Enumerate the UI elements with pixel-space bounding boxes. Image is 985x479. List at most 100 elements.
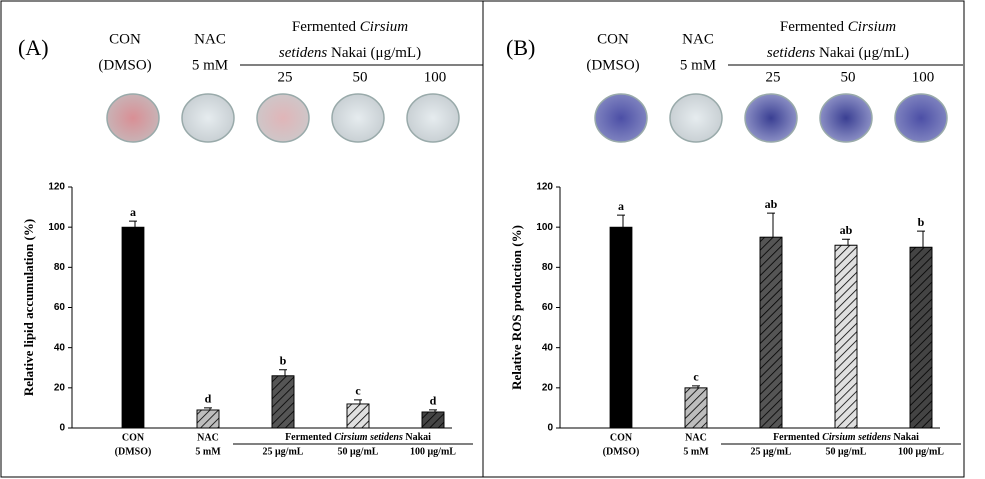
x-tick-label: (DMSO) (115, 446, 152, 457)
error-bar (129, 220, 137, 228)
header-group-part: setidens (279, 45, 327, 61)
bar-hatch (271, 375, 295, 429)
error-bar (767, 212, 775, 238)
y-tick-label: 120 (536, 182, 553, 193)
bar-hatch (196, 409, 220, 429)
header-label: (DMSO) (586, 57, 639, 73)
header-group-part: Fermented (292, 19, 360, 35)
header-group-part: Nakai (μg/mL) (815, 45, 909, 61)
significance-letter: d (430, 394, 437, 408)
y-tick-label: 100 (536, 222, 553, 233)
significance-letter: a (618, 199, 624, 213)
y-tick-label: 40 (542, 342, 554, 353)
header-group-part: setidens (767, 45, 815, 61)
y-tick-label: 60 (54, 302, 66, 313)
significance-letter: b (280, 354, 287, 368)
well-image (894, 93, 948, 143)
header-group-part: Nakai (μg/mL) (327, 45, 421, 61)
well-image (256, 93, 310, 143)
bar-hatch (684, 387, 708, 429)
x-tick-label: (DMSO) (603, 446, 640, 457)
header-label: 5 mM (680, 57, 716, 73)
y-tick-label: 0 (59, 423, 65, 434)
bar-hatch (834, 244, 858, 429)
bar (121, 226, 145, 429)
well-image (669, 93, 723, 143)
group-label: Fermented Cirsium setidens Nakai (773, 432, 919, 443)
well-image (744, 93, 798, 143)
group-label-part: Fermented (773, 432, 822, 443)
significance-letter: ab (840, 223, 853, 237)
y-axis-label: Relative ROS production (%) (509, 225, 524, 390)
header-dose: 100 (424, 69, 447, 85)
bar-hatch (346, 403, 370, 429)
x-tick-label: 5 mM (195, 446, 221, 457)
error-bar (917, 230, 925, 248)
header-group: setidens Nakai (μg/mL) (767, 45, 909, 61)
error-bar (617, 214, 625, 228)
well-image (594, 93, 648, 143)
error-bar (279, 369, 287, 376)
x-tick-label: 25 μg/mL (751, 446, 792, 457)
significance-letter: d (205, 392, 212, 406)
x-tick-label: 100 μg/mL (410, 446, 456, 457)
y-tick-label: 40 (54, 342, 66, 353)
well-image (181, 93, 235, 143)
significance-letter: c (355, 384, 361, 398)
error-bar (204, 407, 212, 410)
header-group-part: Cirsium (360, 19, 409, 35)
y-tick-label: 80 (54, 262, 66, 273)
error-bar (429, 409, 437, 412)
x-tick-label: 50 μg/mL (338, 446, 379, 457)
y-axis-label: Relative lipid accumulation (%) (21, 219, 36, 396)
group-label: Fermented Cirsium setidens Nakai (285, 432, 431, 443)
header-label: (DMSO) (98, 57, 151, 73)
header-dose: 100 (912, 69, 935, 85)
header-dose: 50 (841, 69, 856, 85)
header-label: CON (597, 31, 629, 47)
group-label-part: Cirsium setidens (334, 432, 403, 443)
bar-hatch (909, 246, 933, 429)
y-tick-label: 100 (48, 222, 65, 233)
group-label-part: Fermented (285, 432, 334, 443)
x-tick-label: NAC (685, 432, 707, 443)
header-label: NAC (682, 31, 714, 47)
header-group: Fermented Cirsium (292, 19, 408, 35)
header-dose: 50 (353, 69, 368, 85)
error-bar (354, 399, 362, 404)
y-tick-label: 80 (542, 262, 554, 273)
significance-letter: a (130, 205, 136, 219)
bar-hatch (421, 411, 445, 429)
x-tick-label: CON (610, 432, 633, 443)
group-label-part: Nakai (891, 432, 919, 443)
header-label: 5 mM (192, 57, 228, 73)
significance-letter: b (918, 215, 925, 229)
y-tick-label: 120 (48, 182, 65, 193)
well-image (331, 93, 385, 143)
y-tick-label: 20 (542, 382, 554, 393)
header-dose: 25 (278, 69, 293, 85)
error-bar (842, 238, 850, 246)
well-image (106, 93, 160, 143)
y-tick-label: 0 (547, 423, 553, 434)
x-tick-label: 25 μg/mL (263, 446, 304, 457)
significance-letter: ab (765, 197, 778, 211)
x-tick-label: NAC (197, 432, 219, 443)
header-label: CON (109, 31, 141, 47)
error-bar (692, 385, 700, 388)
significance-letter: c (693, 370, 699, 384)
x-tick-label: 50 μg/mL (826, 446, 867, 457)
well-image (819, 93, 873, 143)
header-group: setidens Nakai (μg/mL) (279, 45, 421, 61)
y-tick-label: 60 (542, 302, 554, 313)
header-label: NAC (194, 31, 226, 47)
header-group: Fermented Cirsium (780, 19, 896, 35)
bar (609, 226, 633, 429)
y-tick-label: 20 (54, 382, 66, 393)
header-dose: 25 (766, 69, 781, 85)
header-group-part: Cirsium (848, 19, 897, 35)
group-label-part: Nakai (403, 432, 431, 443)
group-label-part: Cirsium setidens (822, 432, 891, 443)
x-tick-label: 100 μg/mL (898, 446, 944, 457)
